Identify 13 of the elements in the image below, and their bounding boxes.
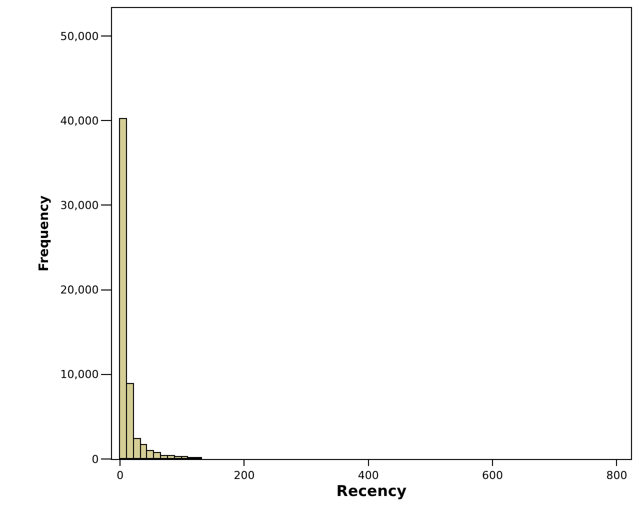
x-tick-label: 400 (358, 469, 379, 482)
x-tick-label: 200 (234, 469, 255, 482)
x-tick-label: 600 (482, 469, 504, 482)
y-tick-label: 30,000 (60, 199, 99, 212)
x-tick-label: 800 (606, 469, 628, 482)
x-tick-label: 0 (116, 469, 124, 482)
x-axis-title: Recency (336, 482, 407, 500)
y-tick-label: 10,000 (60, 368, 99, 382)
y-tick-label: 50,000 (60, 30, 99, 43)
y-tick-label: 40,000 (60, 114, 99, 128)
y-tick-label: 20,000 (60, 284, 99, 297)
y-axis-title: Frequency (37, 194, 52, 272)
y-tick-label: 0 (92, 452, 99, 466)
